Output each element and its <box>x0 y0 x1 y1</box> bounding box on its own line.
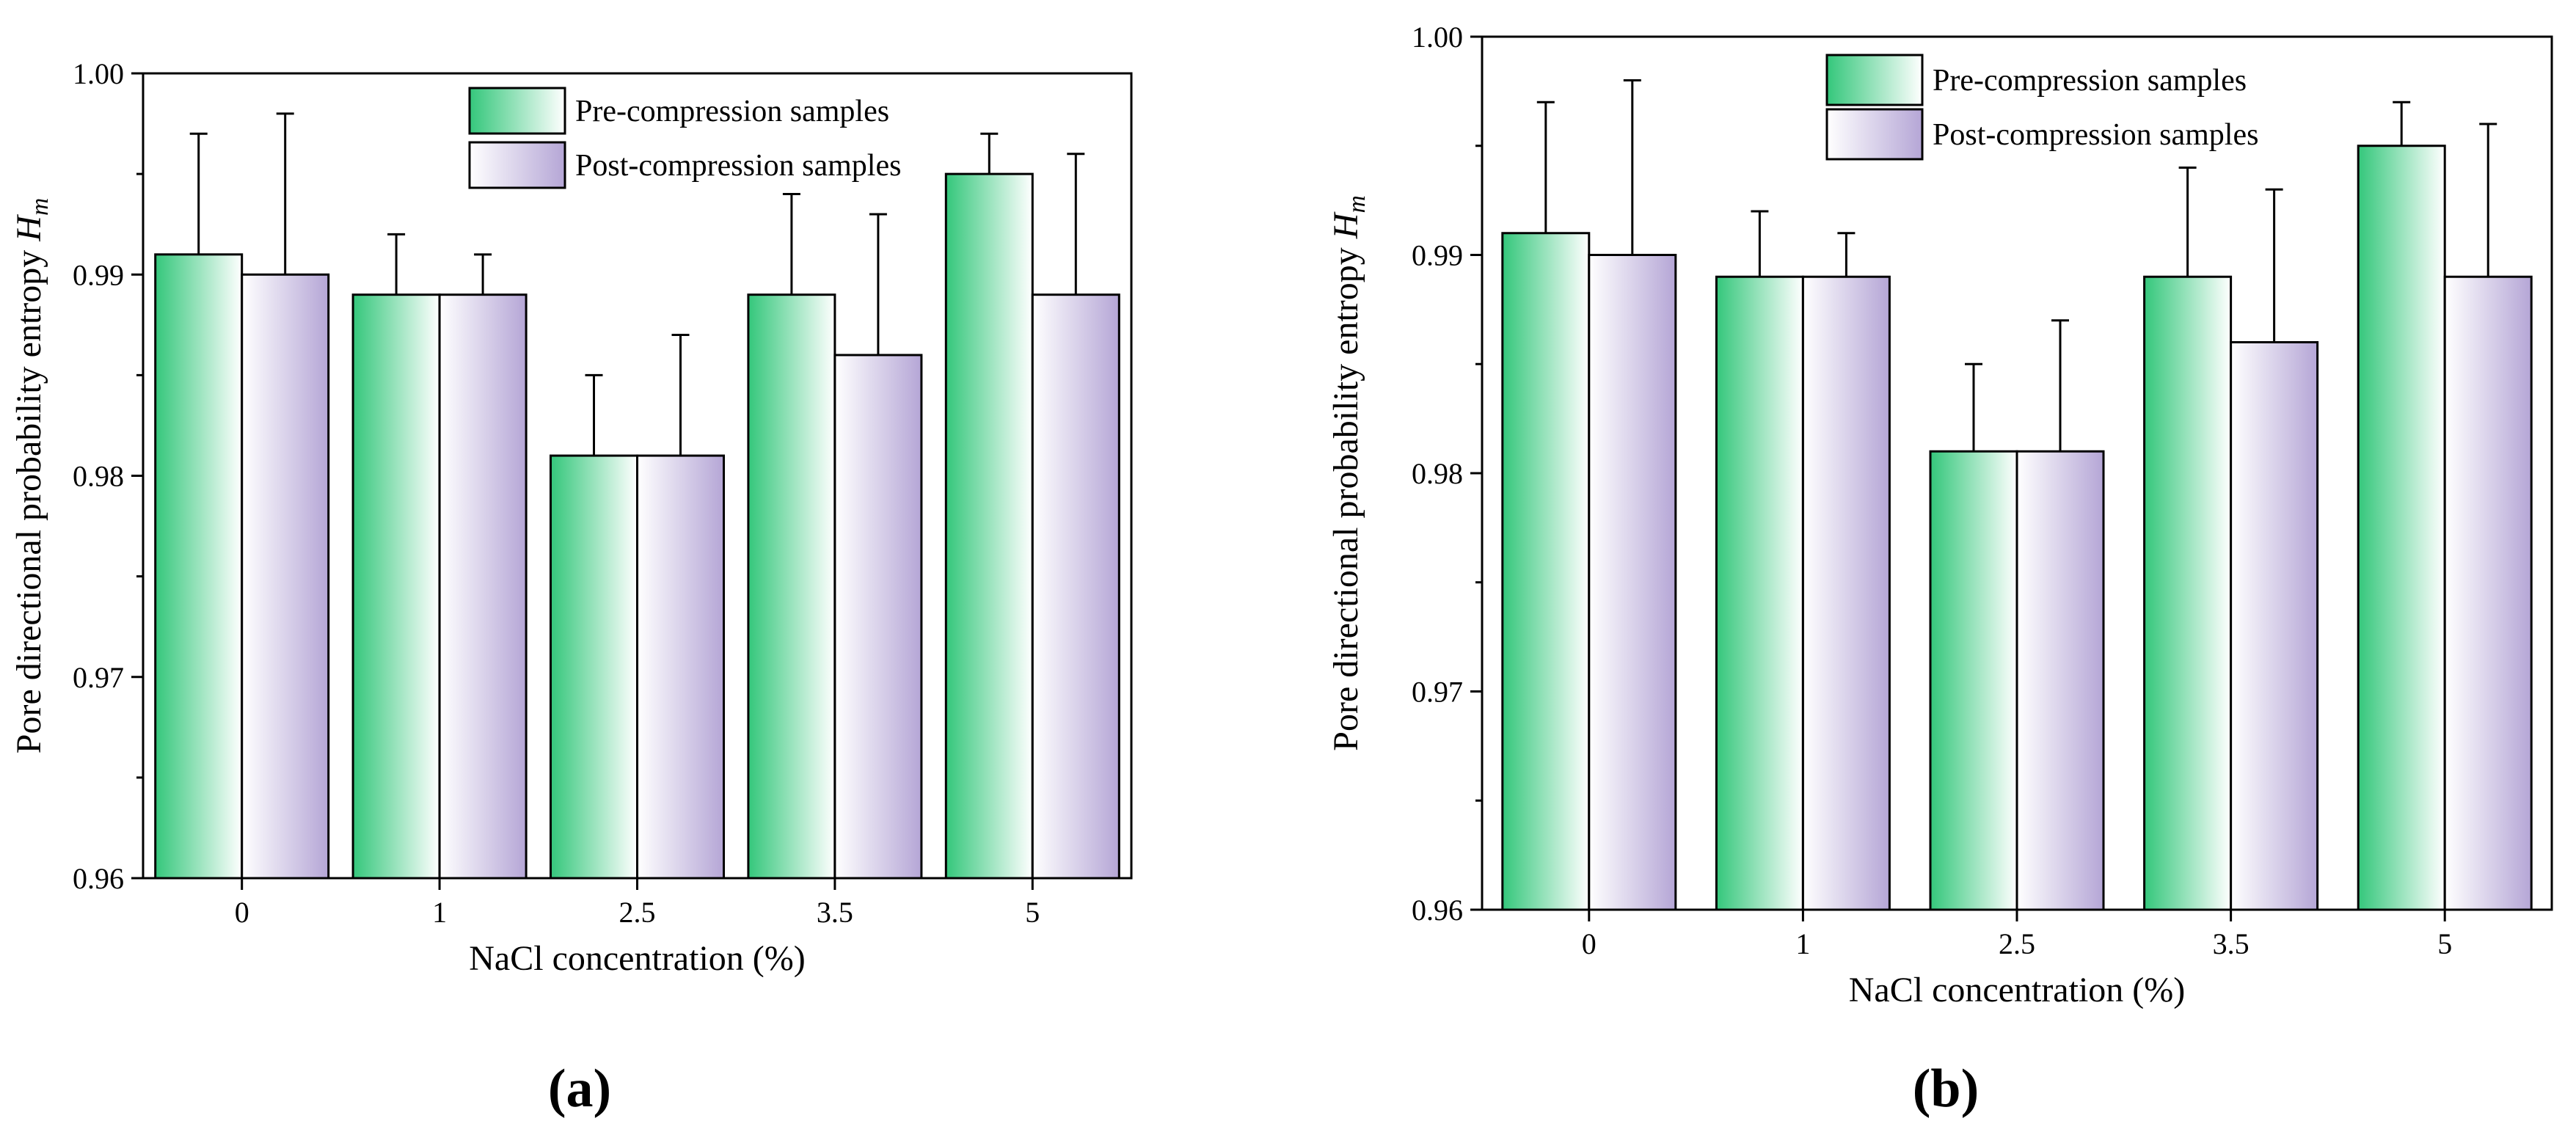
bar-pre-5 <box>944 172 1034 880</box>
bar-pre-1 <box>1715 275 1804 911</box>
legend-swatch-post <box>468 141 566 189</box>
bar-pre-0 <box>1501 232 1591 911</box>
x-tick-label: 1 <box>1795 927 1810 960</box>
plot-frame <box>142 72 1133 880</box>
y-tick-label: 0.96 <box>73 862 124 895</box>
y-tick-label: 1.00 <box>73 57 124 90</box>
bar-post-1 <box>438 293 528 880</box>
legend-swatch-pre <box>1825 54 1924 106</box>
y-tick-label: 1.00 <box>1412 21 1463 54</box>
bar-pre-3.5 <box>747 293 836 880</box>
chart-panel-b: 0 1 2.5 3.5 5 0.96 0.97 0.98 0.99 1.00 NaCl concen… <box>1327 21 2553 1009</box>
bar-post-2.5 <box>2015 450 2105 911</box>
y-tick-label: 0.99 <box>73 258 124 291</box>
legend-label-pre: Pre-compression samples <box>575 95 889 128</box>
bar-post-5 <box>2443 275 2533 911</box>
legend-label-post: Post-compression samples <box>575 149 901 183</box>
x-axis-label: NaCl concentration (%) <box>469 939 805 978</box>
x-tick-label: 5 <box>2437 927 2452 960</box>
x-tick-label: 5 <box>1025 896 1040 929</box>
legend-label-post: Post-compression samples <box>1933 118 2258 152</box>
x-tick-label: 3.5 <box>817 896 853 929</box>
plot-frame <box>1481 35 2553 911</box>
y-tick-label: 0.96 <box>1412 894 1463 927</box>
bar-pre-5 <box>2357 145 2446 911</box>
y-axis-label: Pore directional probability entropy Hm <box>1327 195 1371 751</box>
y-tick-label: 0.99 <box>1412 239 1463 272</box>
y-tick-label: 0.97 <box>73 661 124 694</box>
legend-label-pre: Pre-compression samples <box>1933 64 2247 98</box>
bar-pre-0 <box>154 253 244 880</box>
x-tick-label: 1 <box>432 896 447 929</box>
legend-swatch-pre <box>468 87 566 135</box>
x-tick-label: 0 <box>235 896 249 929</box>
x-tick-label: 2.5 <box>1999 927 2035 960</box>
x-tick-label: 3.5 <box>2213 927 2250 960</box>
bar-pre-2.5 <box>1929 450 2018 911</box>
x-axis-label: NaCl concentration (%) <box>1849 971 2185 1009</box>
bar-post-0 <box>241 273 330 880</box>
bar-post-3.5 <box>2230 341 2319 911</box>
x-tick-label: 2.5 <box>619 896 656 929</box>
y-tick-label: 0.97 <box>1412 676 1463 709</box>
bar-pre-2.5 <box>550 454 638 880</box>
bar-post-1 <box>1801 275 1891 911</box>
legend-swatch-post <box>1825 108 1924 161</box>
y-axis-label: Pore directional probability entropy Hm <box>10 198 54 753</box>
chart-panel-a: 0 1 2.5 3.5 5 0.96 0.97 0.98 0.99 1.00 NaCl concen… <box>10 57 1133 978</box>
bar-post-2.5 <box>636 454 725 880</box>
bar-post-0 <box>1588 254 1677 911</box>
x-tick-label: 0 <box>1582 927 1597 960</box>
caption-b: (b) <box>1913 1059 1979 1119</box>
bar-pre-3.5 <box>2143 275 2233 911</box>
bar-post-5 <box>1031 293 1120 880</box>
caption-a: (a) <box>548 1059 611 1119</box>
bar-post-3.5 <box>833 354 923 880</box>
y-tick-label: 0.98 <box>73 460 124 493</box>
bar-pre-1 <box>351 293 441 880</box>
y-tick-label: 0.98 <box>1412 457 1463 490</box>
